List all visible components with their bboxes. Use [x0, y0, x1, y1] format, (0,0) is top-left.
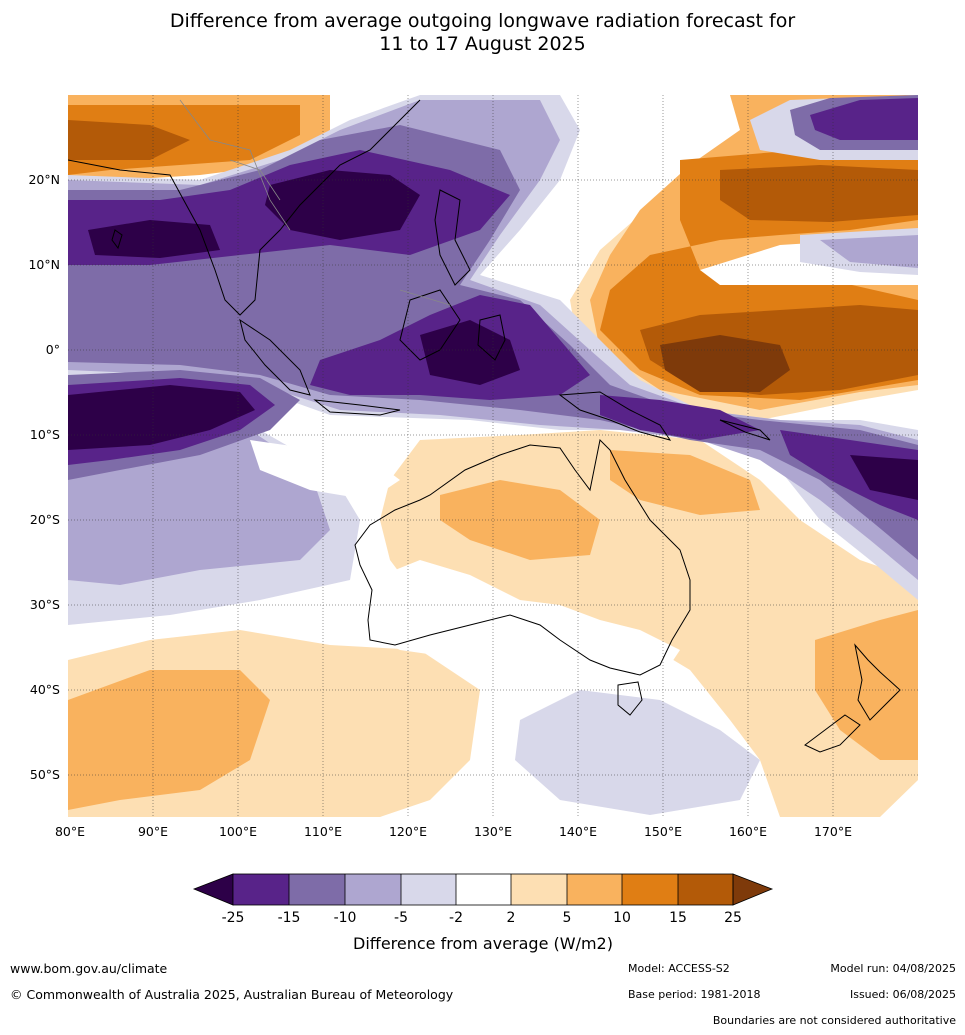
java-coastline: [313, 399, 401, 416]
colorbar-swatch: [511, 874, 567, 905]
footer-website: www.bom.gov.au/climate: [10, 961, 168, 976]
anomaly-region-pacific-brown-north: [720, 165, 918, 222]
anomaly-region-pacific-purple-band: [820, 235, 918, 268]
lat-label: 10°N: [28, 257, 60, 272]
new-zealand-north-coastline: [854, 643, 901, 721]
colorbar-tick-label: 10: [613, 910, 631, 926]
map-panel: [68, 95, 918, 817]
lat-label: 20°S: [30, 512, 60, 527]
lat-label: 30°S: [30, 597, 60, 612]
chart-title: Difference from average outgoing longwav…: [0, 10, 965, 56]
lon-label: 120°E: [389, 824, 427, 839]
colorbar-swatch: [567, 874, 622, 905]
footer-issued: Issued: 06/08/2025: [849, 988, 956, 1001]
footer-base-period: Base period: 1981-2018: [628, 988, 761, 1001]
footer-model: Model: ACCESS-S2: [628, 962, 730, 975]
mainland-asia-coastline: [68, 99, 421, 316]
colorbar-tick-label: -15: [278, 910, 301, 926]
coastlines: [68, 99, 901, 753]
colorbar-tick-label: -2: [449, 910, 463, 926]
colorbar-swatch: [401, 874, 456, 905]
colorbar-label: Difference from average (W/m2): [353, 934, 613, 953]
lat-label: 0°: [46, 342, 60, 357]
colorbar-swatch: [345, 874, 401, 905]
lat-label: 20°N: [28, 172, 60, 187]
solomon-islands-coastline: [719, 419, 771, 441]
anomaly-region-tasman-orange: [815, 610, 918, 760]
anomaly-region-australia-neutral: [360, 560, 680, 690]
australia-coastline: [354, 438, 691, 676]
footer-disclaimer: Boundaries are not considered authoritat…: [712, 1014, 956, 1027]
footer-model-run: Model run: 04/08/2025: [830, 962, 956, 975]
colorbar-tick-label: 15: [669, 910, 687, 926]
new-guinea-coastline: [558, 391, 672, 441]
country-borders: [179, 99, 451, 306]
tasmania-coastline: [617, 681, 643, 716]
anomaly-region-darkest-purple-maritime: [420, 320, 520, 385]
gridlines: [68, 95, 918, 817]
anomaly-region-coral-sea-purple: [780, 430, 918, 520]
title-line-2: 11 to 17 August 2025: [379, 33, 586, 55]
anomaly-region-west-neutral: [250, 440, 400, 500]
lon-label: 100°E: [219, 824, 257, 839]
anomaly-region-coral-sea-orange: [610, 450, 760, 515]
sumatra-coastline: [239, 318, 311, 396]
lon-label: 110°E: [304, 824, 342, 839]
anomaly-region-indian-ocean-south-darkest: [68, 385, 255, 450]
colorbar-swatch: [678, 874, 733, 905]
anomaly-region-darkest-purple-scs: [265, 170, 420, 240]
anomaly-region-south-ocean-light-purple: [515, 690, 760, 815]
anomaly-region-pacific-darkest-brown: [660, 335, 790, 392]
colorbar-tick-label: 2: [507, 910, 516, 926]
anomaly-region-darkest-purple-bay: [88, 220, 220, 258]
lon-label: 130°E: [474, 824, 512, 839]
anomaly-region-northwest-brown: [68, 120, 190, 160]
colorbar-tick-label: -5: [394, 910, 408, 926]
colorbar-swatch: [456, 874, 511, 905]
lon-label: 160°E: [729, 824, 767, 839]
lat-label: 10°S: [30, 427, 60, 442]
colorbar-extend-high: [732, 873, 774, 906]
philippines-coastline: [434, 189, 471, 286]
sri-lanka-coastline: [111, 229, 123, 250]
anomaly-region-coral-sea-darkest: [850, 455, 918, 500]
lon-label: 140°E: [559, 824, 597, 839]
latitude-labels: 20°N 10°N 0° 10°S 20°S 30°S 40°S 50°S: [28, 172, 60, 782]
lon-label: 170°E: [814, 824, 852, 839]
anomaly-region-northeast-dark-purple: [810, 98, 918, 140]
colorbar-tick-label: -10: [334, 910, 357, 926]
anomaly-region-new-guinea-purple: [600, 395, 760, 440]
anomaly-region-australia-orange: [440, 480, 600, 560]
colorbar-extend-low: [192, 873, 234, 906]
colorbar-swatch: [233, 874, 289, 905]
lon-label: 90°E: [138, 824, 168, 839]
lon-label: 80°E: [55, 824, 85, 839]
colorbar-tick-label: 5: [563, 910, 572, 926]
longitude-labels: 80°E 90°E 100°E 110°E 120°E 130°E 140°E …: [55, 824, 852, 839]
new-zealand-south-coastline: [804, 714, 861, 753]
colorbar-outline: [232, 873, 734, 906]
footer-copyright: © Commonwealth of Australia 2025, Austra…: [10, 987, 454, 1002]
colorbar-tick-label: -25: [222, 910, 245, 926]
title-line-1: Difference from average outgoing longwav…: [169, 10, 796, 32]
anomaly-region-southwest-orange: [68, 670, 270, 810]
lat-label: 40°S: [30, 682, 60, 697]
colorbar-swatch: [622, 874, 678, 905]
lon-label: 150°E: [644, 824, 682, 839]
lat-label: 50°S: [30, 767, 60, 782]
colorbar-tick-label: 25: [724, 910, 742, 926]
colorbar-swatch: [289, 874, 345, 905]
colorbar-legend: -25 -15 -10 -5 -2 2 5 10 15 25 Differenc…: [192, 873, 774, 953]
